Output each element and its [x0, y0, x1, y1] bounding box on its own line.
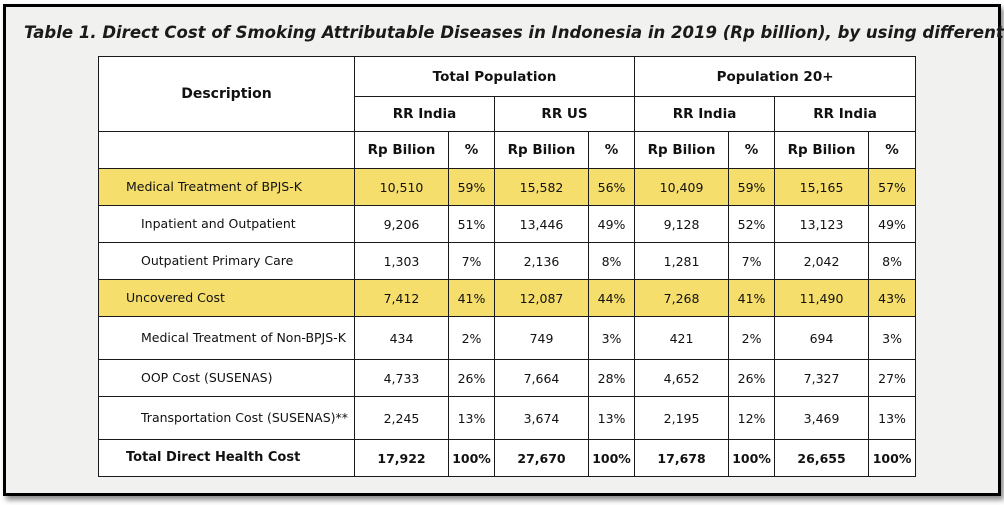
- column-header: %: [587, 131, 636, 169]
- row-label: Total Direct Health Cost: [98, 439, 355, 477]
- table-cell: 17,922: [354, 439, 449, 477]
- table-cell: 2,042: [774, 242, 870, 280]
- table-cell: 49%: [868, 205, 917, 243]
- row-label: Uncovered Cost: [98, 279, 355, 317]
- description-header: Description: [98, 56, 355, 132]
- empty-header-cell: [98, 131, 355, 169]
- row-label: Medical Treatment of Non-BPJS-K: [98, 316, 355, 360]
- table-cell: 15,165: [774, 168, 870, 206]
- table-cell: 1,281: [634, 242, 730, 280]
- table-row: Inpatient and Outpatient 9,206 51% 13,44…: [98, 205, 917, 243]
- table-cell: 7,412: [354, 279, 449, 317]
- table-cell: 3%: [868, 316, 917, 360]
- table-cell: 59%: [728, 168, 776, 206]
- table-cell: 56%: [587, 168, 636, 206]
- table-cell: 100%: [587, 439, 636, 477]
- table-cell: 7%: [728, 242, 776, 280]
- table-cell: 9,128: [634, 205, 730, 243]
- group-header-total-population: Total Population: [353, 56, 636, 97]
- table-cell: 26%: [448, 359, 495, 397]
- table-cell: 41%: [448, 279, 495, 317]
- rr-header: RR India: [354, 96, 495, 132]
- table-cell: 694: [774, 316, 870, 360]
- rr-header: RR India: [774, 96, 917, 132]
- table-cell: 43%: [868, 279, 917, 317]
- table-cell: 434: [354, 316, 449, 360]
- row-label: OOP Cost (SUSENAS): [98, 359, 355, 397]
- table-cell: 27,670: [494, 439, 589, 477]
- table-cell: 52%: [728, 205, 776, 243]
- column-header: Rp Bilion: [354, 131, 449, 169]
- table-cell: 2%: [448, 316, 495, 360]
- table-cell: 13,446: [494, 205, 589, 243]
- column-header: %: [728, 131, 776, 169]
- row-label: Transportation Cost (SUSENAS)**: [98, 396, 355, 440]
- table-cell: 10,510: [354, 168, 449, 206]
- table-cell: 3,469: [774, 396, 870, 440]
- cost-table: Description Total Population Population …: [98, 56, 917, 477]
- table-cell: 2,136: [494, 242, 589, 280]
- rr-header: RR US: [493, 96, 636, 132]
- column-header: %: [448, 131, 495, 169]
- table-cell: 3%: [587, 316, 636, 360]
- table-cell: 41%: [728, 279, 776, 317]
- row-label: Inpatient and Outpatient: [98, 205, 355, 243]
- table-row: Medical Treatment of Non-BPJS-K 434 2% 7…: [98, 316, 917, 360]
- table-cell: 59%: [448, 168, 495, 206]
- table-cell: 13,123: [774, 205, 870, 243]
- table-cell: 749: [494, 316, 589, 360]
- table-cell: 26%: [728, 359, 776, 397]
- table-cell: 27%: [868, 359, 917, 397]
- table-cell: 4,733: [354, 359, 449, 397]
- table-cell: 44%: [587, 279, 636, 317]
- table-cell: 7%: [448, 242, 495, 280]
- column-header: Rp Bilion: [634, 131, 730, 169]
- table-cell: 17,678: [634, 439, 730, 477]
- table-cell: 49%: [587, 205, 636, 243]
- table-cell: 51%: [448, 205, 495, 243]
- table-cell: 100%: [448, 439, 495, 477]
- table-title: Table 1. Direct Cost of Smoking Attribut…: [24, 23, 1004, 42]
- column-header: Rp Bilion: [494, 131, 589, 169]
- column-header: Rp Bilion: [774, 131, 870, 169]
- total-row: Total Direct Health Cost 17,922 100% 27,…: [98, 439, 917, 477]
- table-cell: 9,206: [354, 205, 449, 243]
- table-cell: 11,490: [774, 279, 870, 317]
- table-row: OOP Cost (SUSENAS) 4,733 26% 7,664 28% 4…: [98, 359, 917, 397]
- table-cell: 100%: [868, 439, 917, 477]
- table-cell: 8%: [868, 242, 917, 280]
- table-cell: 421: [634, 316, 730, 360]
- table-cell: 12,087: [494, 279, 589, 317]
- table-cell: 13%: [448, 396, 495, 440]
- table-cell: 7,327: [774, 359, 870, 397]
- table-cell: 7,268: [634, 279, 730, 317]
- group-header-population-20-plus: Population 20+: [634, 56, 917, 97]
- table-cell: 57%: [868, 168, 917, 206]
- rr-header: RR India: [634, 96, 776, 132]
- table-cell: 2,245: [354, 396, 449, 440]
- table-row: Transportation Cost (SUSENAS)** 2,245 13…: [98, 396, 917, 440]
- table-row: Outpatient Primary Care 1,303 7% 2,136 8…: [98, 242, 917, 280]
- table-cell: 7,664: [494, 359, 589, 397]
- table-cell: 8%: [587, 242, 636, 280]
- table-cell: 13%: [868, 396, 917, 440]
- table-cell: 26,655: [774, 439, 870, 477]
- table-cell: 2,195: [634, 396, 730, 440]
- table-cell: 4,652: [634, 359, 730, 397]
- table-figure: Table 1. Direct Cost of Smoking Attribut…: [3, 4, 1004, 496]
- table-cell: 28%: [587, 359, 636, 397]
- table-cell: 100%: [728, 439, 776, 477]
- table-cell: 15,582: [494, 168, 589, 206]
- table-cell: 13%: [587, 396, 636, 440]
- table-cell: 1,303: [354, 242, 449, 280]
- table-cell: 2%: [728, 316, 776, 360]
- column-header: %: [868, 131, 917, 169]
- table-cell: 10,409: [634, 168, 730, 206]
- table-row: Uncovered Cost 7,412 41% 12,087 44% 7,26…: [98, 279, 917, 317]
- row-label: Medical Treatment of BPJS-K: [98, 168, 355, 206]
- table-cell: 3,674: [494, 396, 589, 440]
- row-label: Outpatient Primary Care: [98, 242, 355, 280]
- table-row: Medical Treatment of BPJS-K 10,510 59% 1…: [98, 168, 917, 206]
- table-cell: 12%: [728, 396, 776, 440]
